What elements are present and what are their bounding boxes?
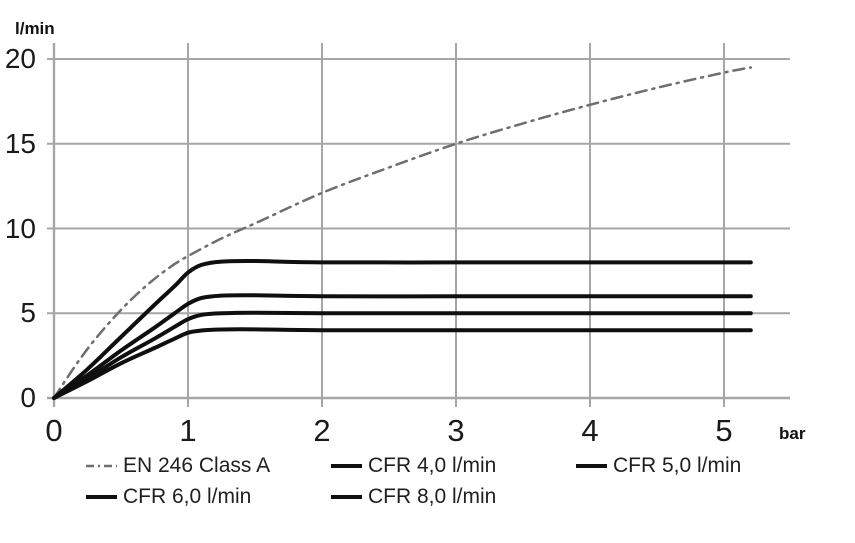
y-axis-unit-label: l/min (15, 19, 55, 38)
solid-line-icon (331, 494, 362, 499)
series-curve (52, 327, 753, 400)
series-curve (52, 310, 753, 400)
x-tick-label: 3 (447, 413, 465, 448)
y-tick-label: 15 (4, 127, 36, 159)
legend-label: EN 246 Class A (123, 453, 271, 477)
legend-item: CFR 5,0 l/min (574, 450, 819, 481)
series-curve (52, 293, 753, 400)
dashdot-line-icon (86, 464, 117, 467)
y-tick-label: 20 (4, 43, 36, 74)
legend-item: CFR 6,0 l/min (84, 481, 329, 512)
y-tick-label: 5 (20, 297, 36, 329)
legend-item: CFR 4,0 l/min (329, 450, 574, 481)
legend-item: CFR 8,0 l/min (329, 481, 574, 512)
chart-legend: EN 246 Class A CFR 4,0 l/min CFR 5,0 l/min… (84, 450, 819, 512)
solid-line-icon (576, 463, 607, 468)
y-tick-label: 0 (20, 382, 36, 413)
solid-line-icon (86, 494, 117, 499)
x-axis-unit-label: bar (779, 424, 806, 443)
x-tick-label: 2 (313, 413, 331, 448)
x-tick-label: 4 (581, 413, 599, 448)
x-tick-label: 5 (715, 413, 733, 448)
x-tick-label: 1 (179, 413, 197, 448)
legend-item: EN 246 Class A (84, 450, 329, 481)
series-curve (52, 258, 753, 400)
legend-label: CFR 5,0 l/min (613, 453, 742, 477)
legend-label: CFR 4,0 l/min (368, 453, 497, 477)
series-curve (52, 66, 753, 400)
legend-label: CFR 8,0 l/min (368, 484, 497, 508)
legend-label: CFR 6,0 l/min (123, 484, 252, 508)
x-tick-label: 0 (45, 413, 63, 448)
solid-line-icon (331, 463, 362, 468)
y-tick-label: 10 (4, 212, 36, 244)
